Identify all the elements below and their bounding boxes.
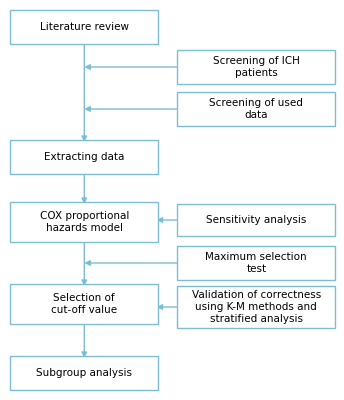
Text: Screening of ICH
patients: Screening of ICH patients — [213, 56, 300, 78]
Text: Selection of
cut-off value: Selection of cut-off value — [51, 293, 117, 315]
FancyBboxPatch shape — [177, 246, 335, 280]
Text: Extracting data: Extracting data — [44, 152, 125, 162]
Text: Sensitivity analysis: Sensitivity analysis — [206, 215, 307, 225]
Text: Screening of used
data: Screening of used data — [209, 98, 303, 120]
Text: Literature review: Literature review — [40, 22, 129, 32]
FancyBboxPatch shape — [10, 140, 158, 174]
Text: Maximum selection
test: Maximum selection test — [205, 252, 307, 274]
FancyBboxPatch shape — [10, 10, 158, 44]
FancyBboxPatch shape — [177, 204, 335, 236]
FancyBboxPatch shape — [177, 92, 335, 126]
FancyBboxPatch shape — [10, 202, 158, 242]
FancyBboxPatch shape — [10, 284, 158, 324]
Text: Subgroup analysis: Subgroup analysis — [36, 368, 132, 378]
FancyBboxPatch shape — [177, 286, 335, 328]
Text: COX proportional
hazards model: COX proportional hazards model — [40, 211, 129, 233]
FancyBboxPatch shape — [10, 356, 158, 390]
FancyBboxPatch shape — [177, 50, 335, 84]
Text: Validation of correctness
using K-M methods and
stratified analysis: Validation of correctness using K-M meth… — [192, 290, 321, 324]
